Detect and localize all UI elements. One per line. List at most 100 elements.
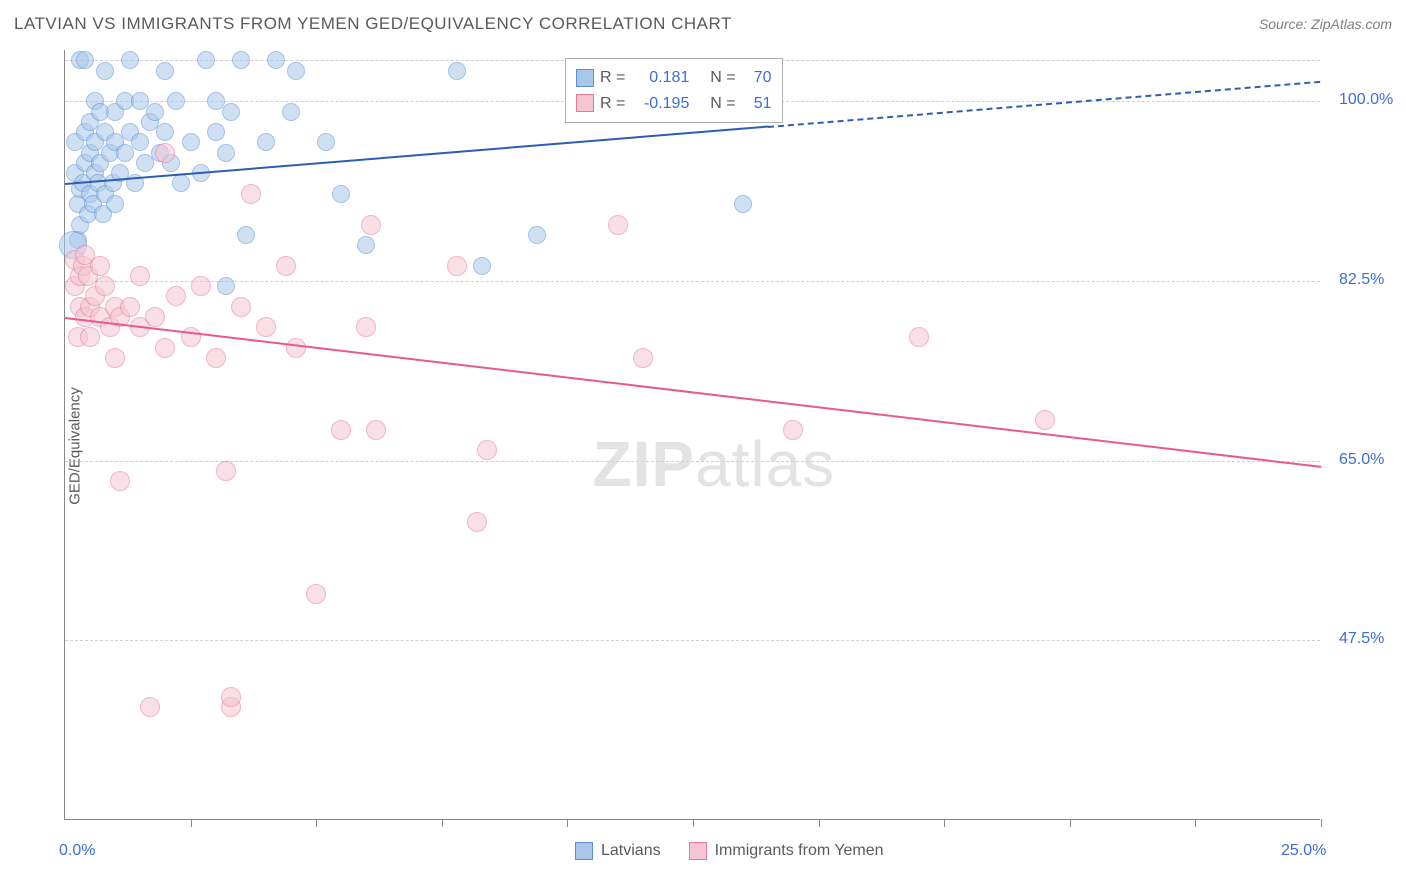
data-point [95, 276, 115, 296]
y-tick-label: 82.5% [1339, 271, 1384, 289]
data-point [361, 215, 381, 235]
source-attribution: Source: ZipAtlas.com [1259, 16, 1392, 32]
x-tick-label: 0.0% [59, 842, 95, 860]
x-tick [567, 819, 568, 827]
series-legend: Latvians Immigrants from Yemen [575, 842, 884, 860]
data-point [140, 697, 160, 717]
data-point [448, 62, 466, 80]
legend-N-prefix: N = [710, 65, 735, 91]
data-point [80, 327, 100, 347]
x-tick [693, 819, 694, 827]
data-point [473, 257, 491, 275]
legend-swatch [689, 842, 707, 860]
data-point [96, 62, 114, 80]
data-point [197, 51, 215, 69]
data-point [110, 471, 130, 491]
legend-N-value: 51 [742, 91, 772, 117]
data-point [155, 338, 175, 358]
correlation-legend: R = 0.181 N = 70R = -0.195 N = 51 [565, 58, 783, 123]
data-point [217, 277, 235, 295]
data-point [267, 51, 285, 69]
data-point [909, 327, 929, 347]
x-tick [944, 819, 945, 827]
data-point [131, 133, 149, 151]
data-point [76, 51, 94, 69]
data-point [130, 266, 150, 286]
x-tick [1321, 819, 1322, 827]
data-point [287, 62, 305, 80]
x-tick-label: 25.0% [1281, 842, 1326, 860]
data-point [467, 512, 487, 532]
data-point [317, 133, 335, 151]
legend-label: Latvians [601, 842, 661, 860]
data-point [221, 687, 241, 707]
legend-swatch [576, 94, 594, 112]
scatter-plot: ZIPatlas 100.0%82.5%65.0%47.5%0.0%25.0%R… [64, 50, 1320, 820]
data-point [222, 103, 240, 121]
legend-row: R = 0.181 N = 70 [576, 65, 772, 91]
data-point [306, 584, 326, 604]
data-point [282, 103, 300, 121]
x-tick [1195, 819, 1196, 827]
data-point [206, 348, 226, 368]
x-tick [191, 819, 192, 827]
legend-item: Latvians [575, 842, 661, 860]
y-tick-label: 100.0% [1339, 91, 1393, 109]
data-point [155, 143, 175, 163]
trend-line [65, 317, 1321, 468]
x-tick [1070, 819, 1071, 827]
data-point [528, 226, 546, 244]
legend-R-prefix: R = [600, 91, 625, 117]
data-point [783, 420, 803, 440]
data-point [633, 348, 653, 368]
data-point [121, 51, 139, 69]
data-point [191, 276, 211, 296]
watermark: ZIPatlas [593, 427, 836, 501]
legend-item: Immigrants from Yemen [689, 842, 884, 860]
data-point [120, 297, 140, 317]
data-point [366, 420, 386, 440]
data-point [232, 51, 250, 69]
data-point [146, 103, 164, 121]
data-point [231, 297, 251, 317]
legend-N-value: 70 [742, 65, 772, 91]
chart-title: LATVIAN VS IMMIGRANTS FROM YEMEN GED/EQU… [14, 14, 732, 34]
data-point [608, 215, 628, 235]
legend-label: Immigrants from Yemen [715, 842, 884, 860]
x-tick [316, 819, 317, 827]
data-point [216, 461, 236, 481]
data-point [357, 236, 375, 254]
data-point [257, 133, 275, 151]
data-point [256, 317, 276, 337]
legend-row: R = -0.195 N = 51 [576, 91, 772, 117]
legend-swatch [576, 69, 594, 87]
data-point [237, 226, 255, 244]
data-point [332, 185, 350, 203]
data-point [1035, 410, 1055, 430]
data-point [447, 256, 467, 276]
watermark-bold: ZIP [593, 428, 696, 500]
data-point [172, 174, 190, 192]
data-point [241, 184, 261, 204]
legend-R-value: -0.195 [631, 91, 689, 117]
gridline [65, 640, 1320, 641]
data-point [106, 195, 124, 213]
x-tick [442, 819, 443, 827]
data-point [217, 144, 235, 162]
trend-line [768, 81, 1321, 128]
gridline [65, 281, 1320, 282]
legend-N-prefix: N = [710, 91, 735, 117]
data-point [331, 420, 351, 440]
data-point [182, 133, 200, 151]
data-point [477, 440, 497, 460]
gridline [65, 461, 1320, 462]
legend-R-value: 0.181 [631, 65, 689, 91]
data-point [156, 123, 174, 141]
legend-swatch [575, 842, 593, 860]
data-point [356, 317, 376, 337]
y-tick-label: 65.0% [1339, 451, 1384, 469]
data-point [90, 256, 110, 276]
data-point [276, 256, 296, 276]
data-point [166, 286, 186, 306]
data-point [207, 123, 225, 141]
